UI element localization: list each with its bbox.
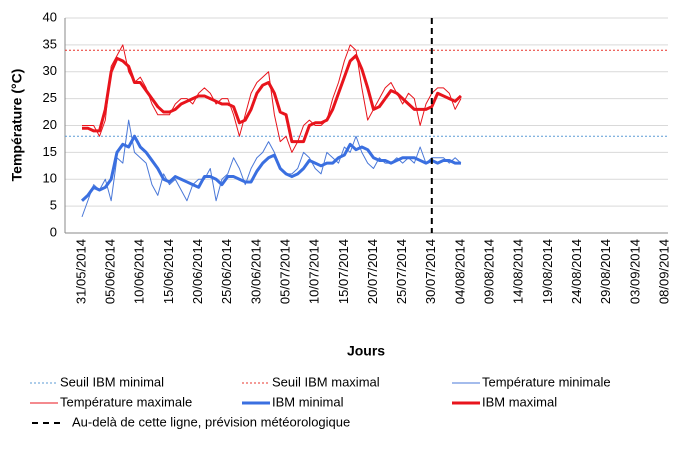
legend-label: IBM maximal bbox=[482, 394, 557, 409]
x-tick-label: 05/06/2014 bbox=[103, 239, 118, 304]
x-tick-label: 15/07/2014 bbox=[336, 239, 351, 304]
legend-label: Température maximale bbox=[60, 394, 192, 409]
y-tick-label: 20 bbox=[43, 117, 57, 132]
x-tick-label: 30/07/2014 bbox=[423, 239, 438, 304]
y-tick-label: 30 bbox=[43, 63, 57, 78]
x-tick-label: 25/07/2014 bbox=[394, 239, 409, 304]
legend-label: Seuil IBM minimal bbox=[60, 374, 164, 389]
x-tick-label: 10/07/2014 bbox=[307, 239, 322, 304]
x-tick-label: 09/08/2014 bbox=[482, 239, 497, 304]
x-tick-label: 05/07/2014 bbox=[277, 239, 292, 304]
x-tick-label: 29/08/2014 bbox=[598, 239, 613, 304]
series-line bbox=[80, 134, 461, 202]
x-tick-label: 25/06/2014 bbox=[219, 239, 234, 304]
x-tick-label: 20/06/2014 bbox=[190, 239, 205, 304]
y-tick-label: 40 bbox=[43, 9, 57, 24]
y-tick-label: 5 bbox=[50, 198, 57, 213]
y-tick-label: 25 bbox=[43, 90, 57, 105]
x-tick-label: 10/06/2014 bbox=[132, 239, 147, 304]
y-axis-title: Température (°C) bbox=[9, 69, 25, 182]
x-tick-label: 20/07/2014 bbox=[365, 239, 380, 304]
x-tick-label: 19/08/2014 bbox=[540, 239, 555, 304]
y-tick-label: 35 bbox=[43, 36, 57, 51]
y-tick-label: 15 bbox=[43, 144, 57, 159]
x-tick-label: 08/09/2014 bbox=[656, 239, 671, 304]
x-tick-label: 15/06/2014 bbox=[161, 239, 176, 304]
x-tick-label: 24/08/2014 bbox=[569, 239, 584, 304]
x-tick-label: 14/08/2014 bbox=[511, 239, 526, 304]
legend-label: Seuil IBM maximal bbox=[272, 374, 380, 389]
x-tick-label: 30/06/2014 bbox=[248, 239, 263, 304]
series-line bbox=[81, 119, 462, 218]
x-axis-title: Jours bbox=[347, 343, 385, 359]
legend-label: IBM minimal bbox=[272, 394, 344, 409]
legend-label: Au-delà de cette ligne, prévision météor… bbox=[72, 414, 350, 429]
legend-label: Température minimale bbox=[482, 374, 611, 389]
x-tick-label: 04/08/2014 bbox=[452, 239, 467, 304]
x-tick-label: 03/09/2014 bbox=[627, 239, 642, 304]
x-tick-label: 31/05/2014 bbox=[73, 239, 88, 304]
y-tick-label: 0 bbox=[50, 224, 57, 239]
series-line bbox=[82, 54, 462, 144]
y-tick-label: 10 bbox=[43, 171, 57, 186]
